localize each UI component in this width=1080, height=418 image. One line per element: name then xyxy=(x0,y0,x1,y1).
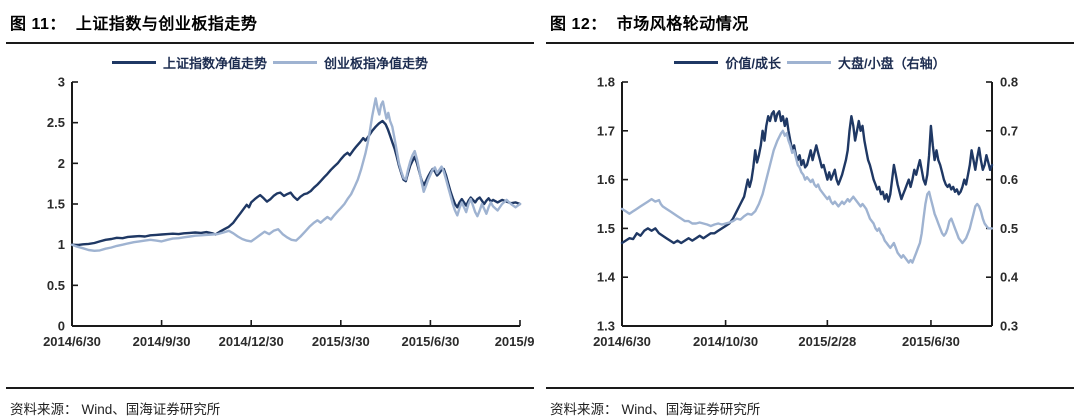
svg-text:1.5: 1.5 xyxy=(47,197,65,212)
source-text: Wind、国海证券研究所 xyxy=(81,402,221,417)
legend-item-large-small: 大盘/小盘（右轴） xyxy=(787,53,946,72)
legend-line-swatch-navy xyxy=(111,60,156,64)
svg-text:1.5: 1.5 xyxy=(597,221,615,236)
svg-text:0: 0 xyxy=(58,319,65,334)
svg-text:2014/12/30: 2014/12/30 xyxy=(219,334,284,349)
series-line xyxy=(70,97,522,253)
svg-text:0.3: 0.3 xyxy=(1000,319,1018,334)
series-line xyxy=(620,110,994,245)
series-line xyxy=(620,129,994,264)
legend-label: 价值/成长 xyxy=(725,55,781,71)
svg-text:2.5: 2.5 xyxy=(47,115,65,130)
svg-text:2: 2 xyxy=(58,156,65,171)
figure-11-source: 资料来源： Wind、国海证券研究所 xyxy=(6,387,534,418)
svg-text:2015/9/3: 2015/9/3 xyxy=(495,334,534,349)
source-text: Wind、国海证券研究所 xyxy=(621,402,761,417)
svg-text:1: 1 xyxy=(58,237,65,252)
legend-item-sse: 上证指数净值走势 xyxy=(111,53,267,72)
figure-caption-text: 上证指数与创业板指走势 xyxy=(75,16,258,33)
svg-text:2014/10/30: 2014/10/30 xyxy=(693,334,758,349)
svg-text:2014/6/30: 2014/6/30 xyxy=(593,334,651,349)
figure-12-source: 资料来源： Wind、国海证券研究所 xyxy=(546,387,1074,418)
figure-caption-text: 市场风格轮动情况 xyxy=(616,16,749,33)
svg-text:0.7: 0.7 xyxy=(1000,123,1018,138)
svg-text:2015/3/30: 2015/3/30 xyxy=(312,334,370,349)
legend-chart-2: 价值/成长 大盘/小盘（右轴） xyxy=(546,50,1074,74)
svg-text:0.4: 0.4 xyxy=(1000,270,1019,285)
source-label: 资料来源： xyxy=(10,402,78,417)
line-chart-index-trends: 0 0.5 1 1.5 2 2.5 3 2014/6/30 2014/9/30 2014/12/3… xyxy=(43,75,534,350)
figure-number: 图 12： xyxy=(550,16,607,33)
svg-text:0.5: 0.5 xyxy=(1000,221,1018,236)
svg-text:2014/6/30: 2014/6/30 xyxy=(43,334,101,349)
svg-text:2014/9/30: 2014/9/30 xyxy=(133,334,191,349)
svg-text:2015/6/30: 2015/6/30 xyxy=(401,334,459,349)
legend-item-chinext: 创业板指净值走势 xyxy=(273,53,428,72)
legend-label: 创业板指净值走势 xyxy=(324,55,429,71)
series-line xyxy=(70,119,522,247)
svg-text:1.3: 1.3 xyxy=(597,319,615,334)
svg-text:0.6: 0.6 xyxy=(1000,172,1018,187)
legend-line-swatch-steel xyxy=(273,60,317,64)
figure-11-caption: 图 11： 上证指数与创业板指走势 xyxy=(6,4,534,44)
legend-chart-1: 上证指数净值走势 创业板指净值走势 xyxy=(6,50,534,74)
svg-text:3: 3 xyxy=(58,75,65,90)
svg-text:1.6: 1.6 xyxy=(597,172,615,187)
svg-text:0.5: 0.5 xyxy=(47,278,65,293)
svg-text:0.8: 0.8 xyxy=(1000,75,1018,90)
source-label: 资料来源： xyxy=(550,402,618,417)
legend-item-value-growth: 价值/成长 xyxy=(674,53,781,72)
figure-number: 图 11： xyxy=(10,16,66,33)
legend-label: 大盘/小盘（右轴） xyxy=(838,55,946,71)
svg-text:1.4: 1.4 xyxy=(597,270,616,285)
legend-line-swatch-navy xyxy=(674,60,719,64)
svg-text:1.7: 1.7 xyxy=(597,123,615,138)
line-chart-style-rotation: 1.3 1.4 1.5 1.6 1.7 1.8 0.3 0.4 0.5 0.6 0.7 0.8 2014… xyxy=(593,75,1019,350)
legend-line-swatch-steel xyxy=(787,60,831,64)
svg-text:2015/6/30: 2015/6/30 xyxy=(902,334,960,349)
svg-text:2015/2/28: 2015/2/28 xyxy=(798,334,856,349)
legend-label: 上证指数净值走势 xyxy=(162,55,267,71)
figure-12: 图 12： 市场风格轮动情况 价值/成长 大盘/小盘（右轴） 1.3 1.4 1.5 1… xyxy=(540,4,1080,418)
figure-12-caption: 图 12： 市场风格轮动情况 xyxy=(546,4,1074,44)
figure-11: 图 11： 上证指数与创业板指走势 上证指数净值走势 创业板指净值走势 0 0.5 1… xyxy=(0,4,540,418)
svg-text:1.8: 1.8 xyxy=(597,75,615,90)
